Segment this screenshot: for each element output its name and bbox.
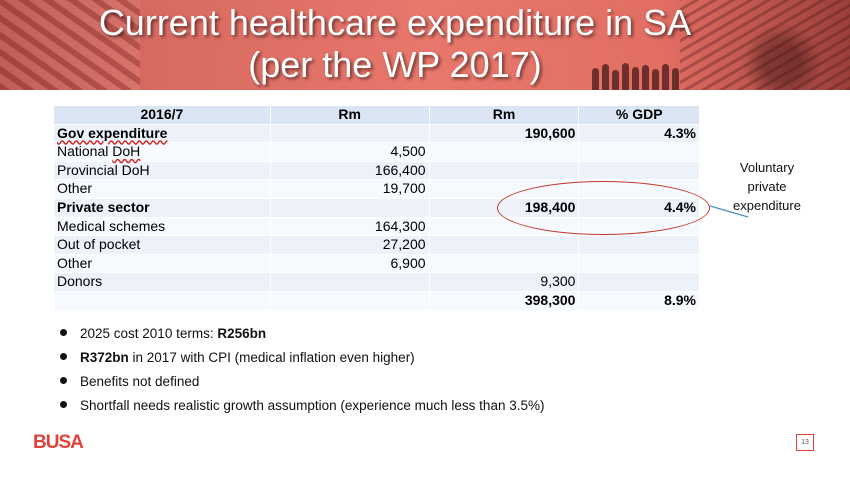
row-pct-gdp — [578, 235, 700, 255]
column-header-year: 2016/7 — [53, 105, 271, 125]
bullet-dot-icon — [60, 353, 67, 360]
slide-title-line-2: (per the WP 2017) — [248, 44, 542, 85]
row-rm-detail: 27,200 — [269, 235, 430, 255]
bullet-item: 2025 cost 2010 terms: R256bn — [53, 325, 544, 349]
slide-title: Current healthcare expenditure in SA (pe… — [0, 2, 790, 86]
column-header-rm-total: Rm — [428, 105, 580, 125]
expenditure-table: 2016/7 Rm Rm % GDP Gov expenditure 190,6… — [53, 105, 700, 311]
column-header-pct-gdp: % GDP — [578, 105, 700, 125]
bullet-item: R372bn in 2017 with CPI (medical inflati… — [53, 349, 544, 373]
bullet-dot-icon — [60, 377, 67, 384]
table-header-row: 2016/7 Rm Rm % GDP — [53, 105, 700, 125]
row-label-text: National DoH — [57, 143, 141, 160]
row-pct-gdp — [578, 272, 700, 292]
row-label: Donors — [53, 272, 271, 292]
row-rm-detail: 4,500 — [269, 142, 430, 162]
row-rm-detail: 6,900 — [269, 253, 430, 274]
bullet-bold-text: R256bn — [217, 326, 267, 341]
row-label: National DoH — [53, 142, 271, 162]
row-label: Private sector — [53, 197, 271, 218]
table-row-total: 398,300 8.9% — [53, 290, 700, 311]
bullet-item: Benefits not defined — [53, 373, 544, 397]
row-rm-total — [428, 160, 580, 181]
banner-image-left — [0, 0, 140, 90]
row-rm-total: 9,300 — [428, 272, 580, 292]
banner-image-right — [680, 0, 850, 90]
callout-line-1: Voluntary — [739, 160, 795, 175]
bullet-list: 2025 cost 2010 terms: R256bn R372bn in 2… — [53, 325, 544, 421]
table-row: Gov expenditure 190,600 4.3% — [53, 123, 700, 144]
row-rm-detail: 19,700 — [269, 179, 430, 199]
bullet-dot-icon — [60, 401, 67, 408]
banner-crowd-silhouettes — [590, 56, 690, 90]
row-rm-detail — [269, 272, 430, 292]
slide-title-line-1: Current healthcare expenditure in SA — [98, 2, 692, 43]
private-sector-highlight-ellipse — [497, 181, 710, 235]
bullet-text: Shortfall needs realistic growth assumpt… — [80, 398, 545, 413]
bullet-bold-text: R372bn — [80, 350, 129, 365]
column-header-rm-detail: Rm — [269, 105, 430, 125]
callout-line-3: expenditure — [733, 198, 801, 213]
table-row: Out of pocket 27,200 — [53, 235, 700, 255]
row-rm-detail: 164,300 — [269, 216, 430, 237]
table-row: Provincial DoH 166,400 — [53, 160, 700, 181]
row-pct-gdp — [578, 160, 700, 181]
spellcheck-word: DoH — [112, 143, 141, 160]
row-rm-total: 190,600 — [428, 123, 580, 144]
bullet-text: 2025 cost 2010 terms: — [80, 326, 218, 341]
row-label: Out of pocket — [53, 235, 271, 255]
row-rm-total: 398,300 — [428, 290, 580, 311]
row-label: Other — [53, 253, 271, 274]
row-label: Provincial DoH — [53, 160, 271, 181]
page-number: 13 — [796, 434, 814, 451]
busa-logo: BUSA — [33, 432, 84, 453]
table-row: Other 6,900 — [53, 253, 700, 274]
row-pct-gdp: 8.9% — [578, 290, 700, 311]
row-rm-total — [428, 253, 580, 274]
row-rm-detail: 166,400 — [269, 160, 430, 181]
title-banner: Current healthcare expenditure in SA (pe… — [0, 0, 850, 90]
row-pct-gdp — [578, 142, 700, 162]
table-row: Donors 9,300 — [53, 272, 700, 292]
row-pct-gdp — [578, 253, 700, 274]
callout-line-2: private — [747, 179, 787, 194]
bullet-item: Shortfall needs realistic growth assumpt… — [53, 397, 544, 421]
bullet-dot-icon — [60, 329, 67, 336]
voluntary-private-expenditure-callout: Voluntary private expenditure — [712, 158, 822, 215]
row-label — [53, 290, 271, 311]
bullet-text-tail: in 2017 with CPI (medical inflation even… — [128, 350, 415, 365]
table-row: National DoH 4,500 — [53, 142, 700, 162]
row-label-text: Gov expenditure — [57, 124, 168, 141]
bullet-text: Benefits not defined — [80, 374, 200, 389]
